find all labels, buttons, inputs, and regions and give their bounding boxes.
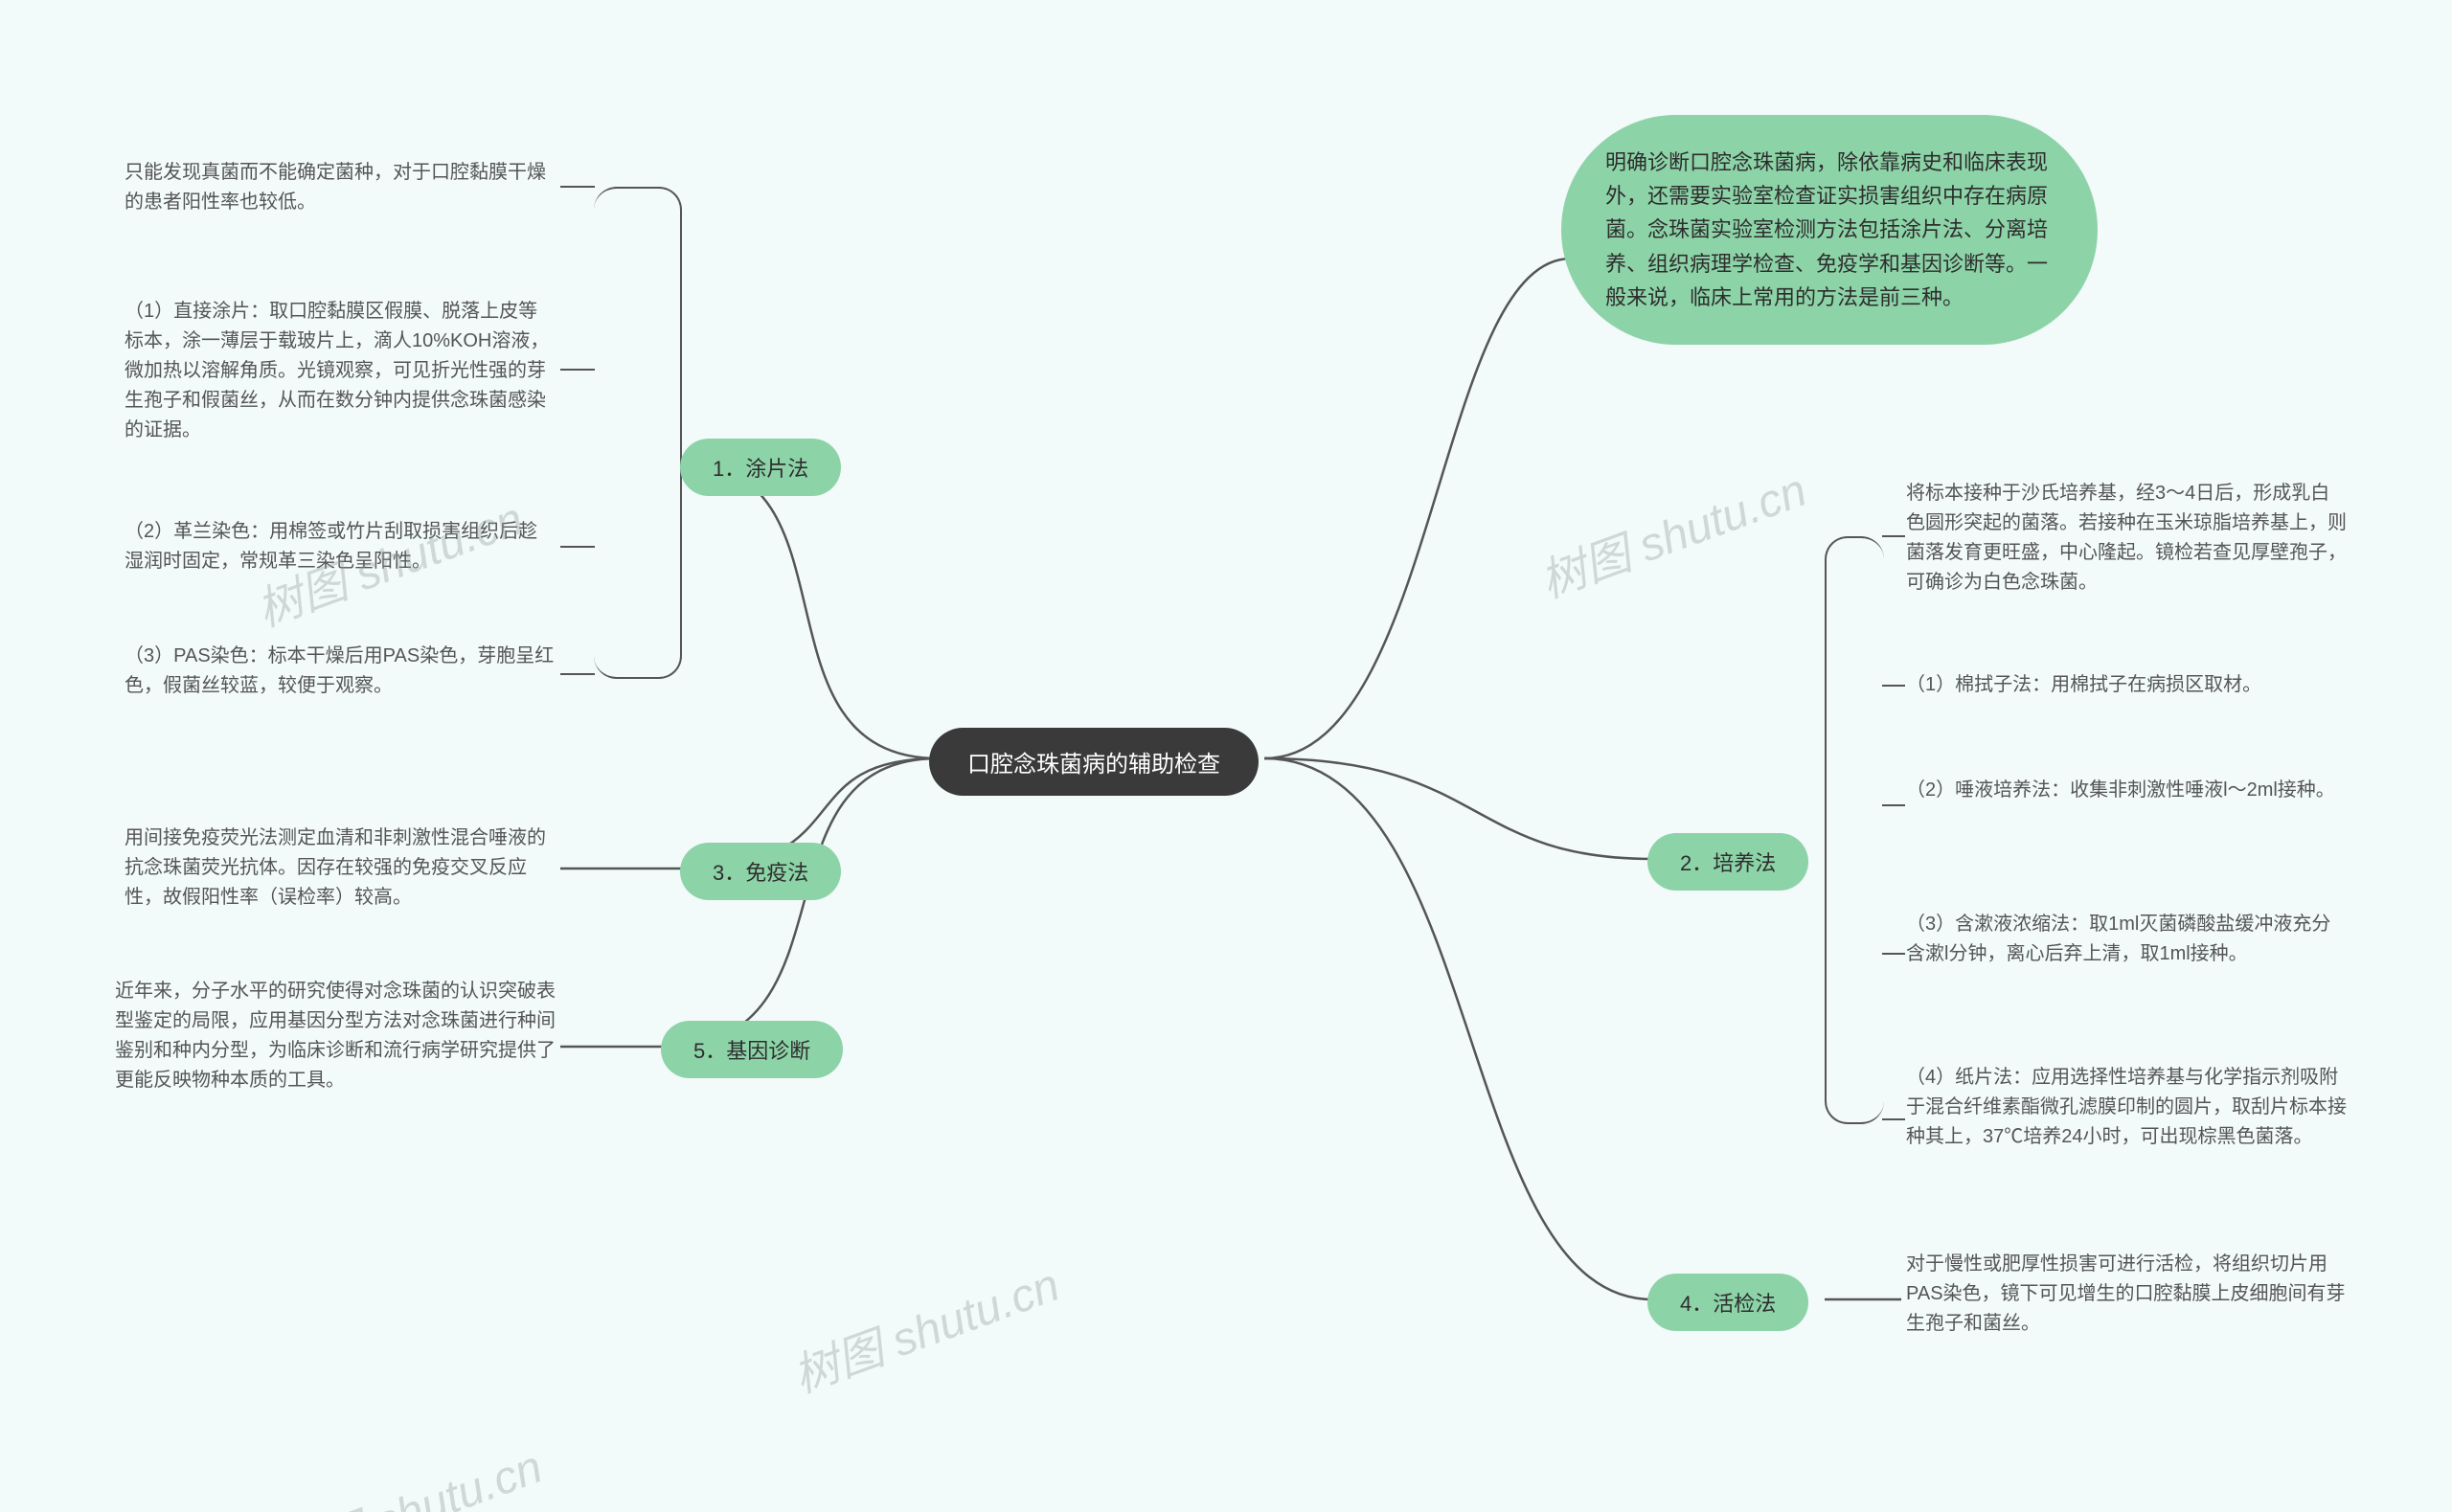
tick: [560, 186, 595, 188]
leaf: （4）纸片法：应用选择性培养基与化学指示剂吸附于混合纤维素酯微孔滤膜印制的圆片，…: [1906, 1063, 2347, 1152]
branch-b2[interactable]: 2．培养法: [1647, 833, 1808, 891]
tick: [1882, 1118, 1905, 1120]
tick: [1882, 804, 1905, 806]
branch-b3[interactable]: 3．免疫法: [680, 843, 841, 900]
leaf: 只能发现真菌而不能确定菌种，对于口腔黏膜干燥的患者阳性率也较低。: [125, 158, 556, 217]
center-node[interactable]: 口腔念珠菌病的辅助检查: [929, 728, 1259, 796]
tick: [560, 369, 595, 371]
watermark: 树图 shutu.cn: [783, 1247, 1067, 1405]
leaf: （3）含漱液浓缩法：取1ml灭菌磷酸盐缓冲液充分含漱l分钟，离心后弃上清，取1m…: [1906, 910, 2347, 969]
tick: [560, 546, 595, 548]
tick: [1882, 685, 1905, 687]
leaf: （3）PAS染色：标本干燥后用PAS染色，芽胞呈红色，假菌丝较蓝，较便于观察。: [125, 642, 556, 701]
leaf: （2）唾液培养法：收集非刺激性唾液l～2ml接种。: [1906, 776, 2347, 805]
leaf: 近年来，分子水平的研究使得对念珠菌的认识突破表型鉴定的局限，应用基因分型方法对念…: [115, 977, 556, 1095]
tick: [1882, 953, 1905, 955]
leaf: 将标本接种于沙氏培养基，经3～4日后，形成乳白色圆形突起的菌落。若接种在玉米琼脂…: [1906, 479, 2347, 598]
watermark: 树图 shutu.cn: [1530, 452, 1814, 610]
leaf: 对于慢性或肥厚性损害可进行活检，将组织切片用PAS染色，镜下可见增生的口腔黏膜上…: [1906, 1250, 2347, 1339]
branch-b1[interactable]: 1．涂片法: [680, 439, 841, 496]
leaf: （1）棉拭子法：用棉拭子在病损区取材。: [1906, 670, 2347, 700]
watermark: 树图 shutu.cn: [265, 1429, 550, 1512]
intro-node[interactable]: 明确诊断口腔念珠菌病，除依靠病史和临床表现外，还需要实验室检查证实损害组织中存在…: [1561, 115, 2098, 345]
leaf: 用间接免疫荧光法测定血清和非刺激性混合唾液的抗念珠菌荧光抗体。因存在较强的免疫交…: [125, 824, 556, 913]
tick: [1882, 535, 1905, 537]
bracket-left-b1: [594, 187, 682, 679]
branch-b4[interactable]: 4．活检法: [1647, 1274, 1808, 1331]
leaf: （1）直接涂片：取口腔黏膜区假膜、脱落上皮等标本，涂一薄层于载玻片上，滴人10%…: [125, 297, 556, 445]
tick: [560, 673, 595, 675]
leaf: （2）革兰染色：用棉签或竹片刮取损害组织后趁湿润时固定，常规革三染色呈阳性。: [125, 517, 556, 576]
branch-b5[interactable]: 5．基因诊断: [661, 1021, 843, 1078]
bracket-right-b2: [1825, 536, 1884, 1124]
